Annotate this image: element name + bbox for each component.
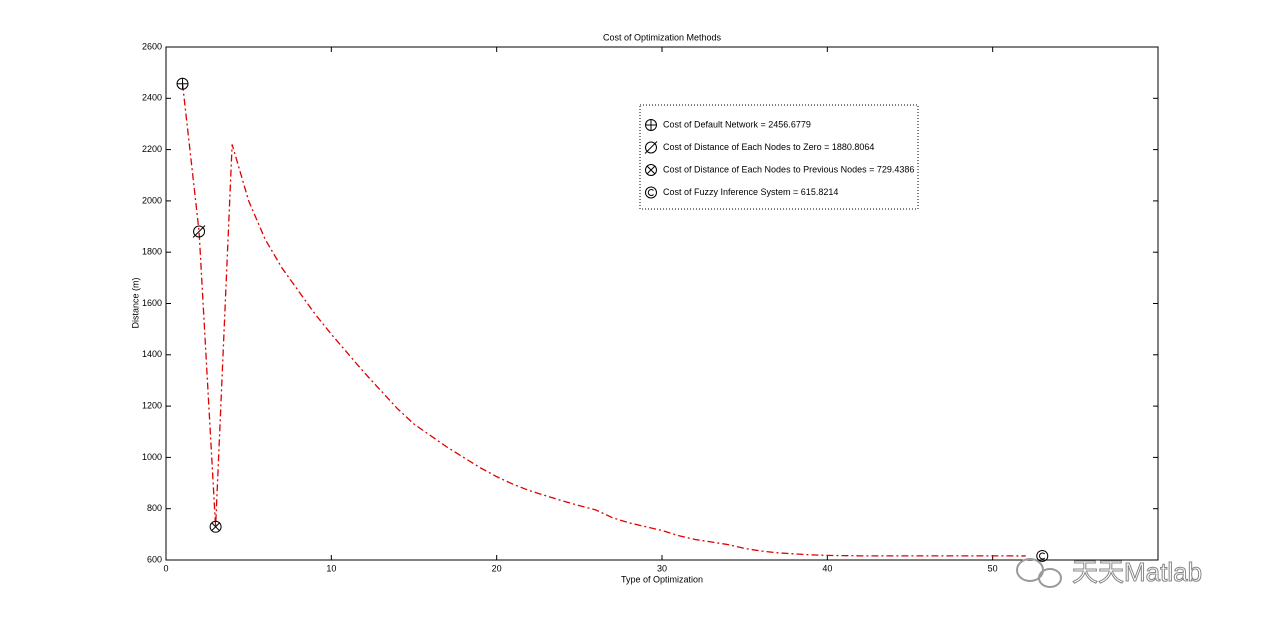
legend-box [639, 104, 919, 210]
marker-circle [645, 141, 657, 154]
y-tick-label: 2600 [142, 41, 162, 51]
marker-circle [209, 520, 222, 533]
x-tick-label: 20 [492, 563, 502, 573]
chart-title: Cost of Optimization Methods [603, 32, 722, 42]
y-tick-label: 1400 [142, 349, 162, 359]
y-tick-label: 2400 [142, 93, 162, 103]
x-tick-label: 10 [326, 563, 336, 573]
y-tick-label: 1000 [142, 452, 162, 462]
marker [1036, 549, 1049, 562]
marker [176, 77, 189, 90]
watermark: 天天Matlab [1072, 557, 1202, 587]
marker-stroke [644, 141, 658, 154]
legend-label: Cost of Fuzzy Inference System = 615.821… [663, 187, 838, 197]
marker [645, 119, 657, 131]
marker-circle [1036, 549, 1049, 562]
marker-stroke [647, 189, 654, 196]
legend-label: Cost of Distance of Each Nodes to Previo… [663, 164, 914, 174]
legend-label: Cost of Default Network = 2456.6779 [663, 119, 811, 129]
watermark-icon [1016, 558, 1062, 588]
marker-stroke [646, 165, 656, 175]
marker [644, 141, 658, 154]
marker [209, 520, 222, 533]
y-tick-label: 2200 [142, 144, 162, 154]
y-axis-label: Distance (m) [130, 277, 140, 328]
data-line [181, 83, 1026, 557]
marker-stroke [192, 225, 206, 238]
x-tick-label: 40 [822, 563, 832, 573]
x-tick-label: 50 [988, 563, 998, 573]
y-tick-label: 1800 [142, 247, 162, 257]
y-tick-label: 600 [147, 554, 162, 564]
y-tick-label: 1200 [142, 400, 162, 410]
x-tick-label: 0 [163, 563, 168, 573]
x-axis-label: Type of Optimization [621, 574, 703, 584]
marker [192, 225, 206, 238]
marker [645, 164, 657, 176]
x-tick-label: 30 [657, 563, 667, 573]
marker [645, 186, 657, 199]
marker-circle [645, 164, 657, 176]
legend-label: Cost of Distance of Each Nodes to Zero =… [663, 142, 874, 152]
y-tick-label: 800 [147, 503, 162, 513]
marker-circle [645, 186, 657, 199]
marker-stroke [1039, 552, 1046, 560]
marker-stroke [211, 522, 220, 532]
y-tick-label: 2000 [142, 195, 162, 205]
y-tick-label: 1600 [142, 298, 162, 308]
marker-circle [193, 225, 206, 238]
